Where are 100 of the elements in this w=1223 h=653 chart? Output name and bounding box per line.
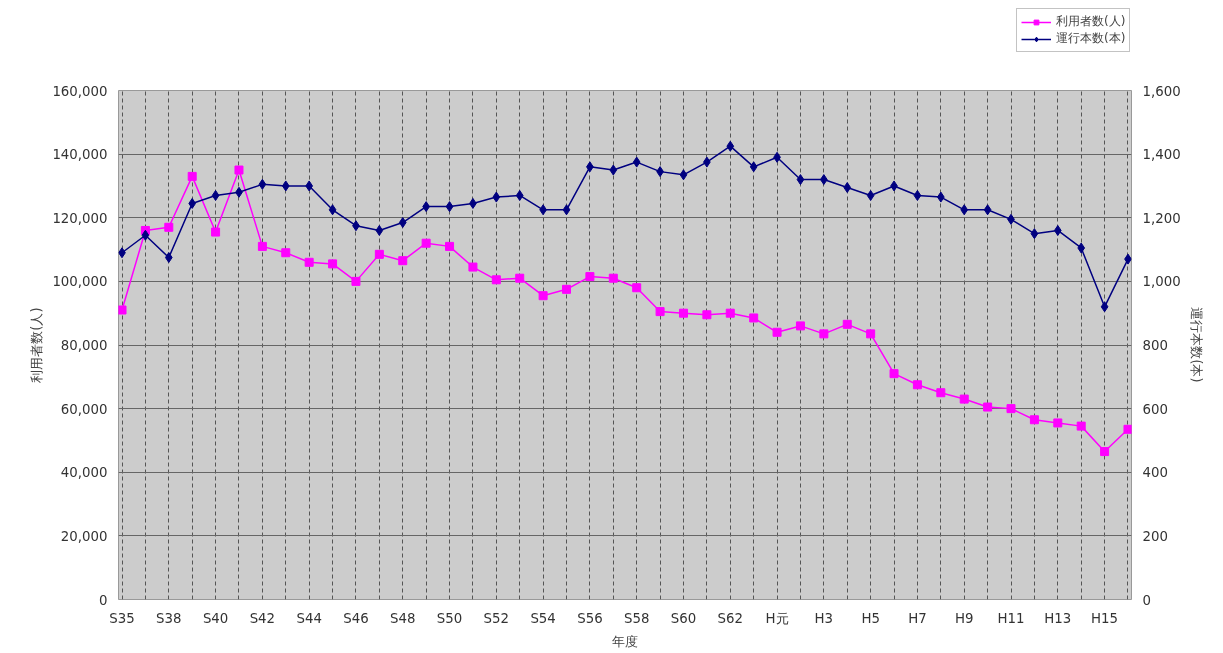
y2-tick-label: 200 <box>1142 528 1168 544</box>
point <box>515 189 524 201</box>
x-axis-title: 年度 <box>612 633 638 649</box>
x-tick-label: S40 <box>202 610 229 626</box>
y2-tick-label: 1,200 <box>1142 210 1181 226</box>
point <box>492 191 501 203</box>
point <box>374 249 384 259</box>
point <box>725 308 735 318</box>
y2-tick-label: 0 <box>1142 592 1151 608</box>
y-axis-title: 利用者数(人) <box>29 307 45 383</box>
point <box>1100 447 1110 457</box>
y2-tick-label: 600 <box>1142 401 1168 417</box>
point <box>164 252 173 264</box>
point <box>375 224 384 236</box>
point <box>632 156 641 168</box>
point <box>1076 421 1086 431</box>
point <box>141 229 150 241</box>
x-tick-label: S44 <box>296 610 322 626</box>
point <box>609 164 618 176</box>
point <box>678 308 688 318</box>
x-tick-label: H5 <box>861 610 880 626</box>
point <box>983 204 992 216</box>
point <box>328 204 337 216</box>
point <box>796 174 805 186</box>
point <box>866 189 875 201</box>
point <box>421 238 431 248</box>
point <box>258 178 267 190</box>
point <box>1053 224 1062 236</box>
legend-label: 運行本数(本) <box>1056 30 1126 47</box>
point <box>445 241 455 251</box>
point <box>608 273 618 283</box>
point <box>538 291 548 301</box>
y-tick-label: 40,000 <box>60 465 108 481</box>
point <box>445 201 454 213</box>
x-tick-label: H7 <box>908 610 927 626</box>
point <box>726 140 735 152</box>
point <box>257 241 267 251</box>
point <box>983 402 993 412</box>
x-tick-label: S42 <box>249 610 276 626</box>
point <box>960 204 969 216</box>
point <box>959 394 969 404</box>
x-tick-label: S56 <box>577 610 603 626</box>
point <box>749 161 758 173</box>
point <box>562 284 572 294</box>
y2-tick-label: 1,600 <box>1142 83 1181 99</box>
point <box>1053 418 1063 428</box>
x-tick-label: H13 <box>1044 610 1072 626</box>
point <box>304 257 314 267</box>
y2-tick-label: 400 <box>1142 465 1168 481</box>
y-tick-label: 0 <box>99 592 108 608</box>
x-tick-label: S52 <box>483 610 510 626</box>
point <box>585 272 595 282</box>
y2-tick-label: 800 <box>1142 338 1168 353</box>
x-tick-label: S60 <box>670 610 697 626</box>
point <box>913 189 922 201</box>
point <box>187 171 197 181</box>
point <box>468 262 478 272</box>
x-tick-label: H11 <box>997 610 1025 626</box>
y-tick-label: 100,000 <box>52 274 108 290</box>
point <box>749 313 759 323</box>
point <box>211 189 220 201</box>
point <box>328 259 338 269</box>
point <box>772 327 782 337</box>
point <box>234 165 244 175</box>
point <box>1123 424 1132 434</box>
point <box>795 321 805 331</box>
y-tick-label: 60,000 <box>60 401 108 417</box>
y-tick-label: 160,000 <box>52 83 108 99</box>
point <box>515 273 525 283</box>
x-tick-label: S50 <box>436 610 463 626</box>
point <box>842 319 852 329</box>
x-tick-label: S58 <box>623 610 650 626</box>
point <box>211 227 221 237</box>
point <box>679 169 688 181</box>
y2-axis-title: 運行本数(本) <box>1188 307 1204 383</box>
point <box>889 369 899 379</box>
point <box>1006 404 1016 414</box>
point <box>702 310 712 320</box>
legend-label: 利用者数(人) <box>1056 13 1126 30</box>
point <box>1029 415 1039 425</box>
y2-tick-label: 1,400 <box>1142 147 1181 163</box>
point <box>562 204 571 216</box>
point <box>188 197 197 209</box>
point <box>655 307 665 317</box>
y-tick-label: 80,000 <box>60 338 108 353</box>
x-tick-label: S35 <box>109 610 135 626</box>
y-tick-label: 120,000 <box>52 210 108 226</box>
point <box>351 276 361 286</box>
point <box>1077 242 1086 254</box>
point <box>118 305 127 315</box>
x-tick-label: S48 <box>390 610 416 626</box>
point <box>281 180 290 192</box>
point <box>1030 228 1039 240</box>
point <box>398 256 408 266</box>
point <box>632 283 642 293</box>
x-tick-label: H3 <box>814 610 834 626</box>
point <box>164 222 174 232</box>
point <box>819 329 829 339</box>
x-tick-label: H15 <box>1091 610 1119 626</box>
point <box>281 248 291 258</box>
